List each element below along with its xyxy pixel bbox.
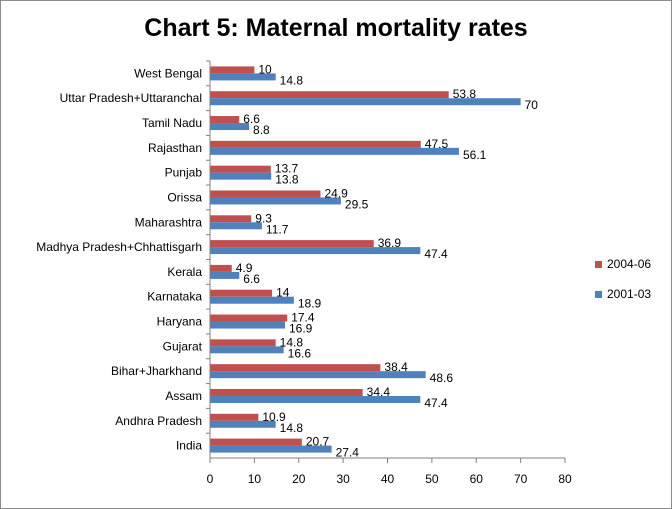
x-tick-label-60: 60: [470, 472, 484, 486]
data-label-kerala-2004-06: 4.9: [236, 261, 253, 275]
bar-karnataka-2001-03: [210, 296, 294, 304]
bar-tamil-nadu-2004-06: [210, 116, 240, 124]
data-label-andhra-pradesh-2004-06: 10.9: [262, 410, 286, 424]
data-label-tamil-nadu-2001-03: 8.8: [253, 123, 270, 137]
legend-item-2004-06: 2004-06: [595, 256, 651, 272]
category-label-haryana: Haryana: [157, 315, 203, 329]
data-label-india-2001-03: 27.4: [336, 446, 360, 460]
bar-west-bengal-2004-06: [210, 66, 255, 74]
bar-india-2001-03: [210, 445, 332, 453]
bar-madhya-pradesh-chhattisgarh-2001-03: [210, 247, 421, 255]
bar-orissa-2004-06: [210, 190, 321, 198]
data-label-west-bengal-2004-06: 10: [258, 62, 272, 76]
data-label-assam-2004-06: 34.4: [367, 385, 391, 399]
legend: 2004-06 2001-03: [595, 256, 651, 316]
bar-orissa-2001-03: [210, 197, 341, 205]
x-tick-label-20: 20: [292, 472, 306, 486]
bar-gujarat-2001-03: [210, 346, 284, 354]
data-label-bihar-jharkhand-2001-03: 48.6: [430, 371, 454, 385]
data-label-assam-2001-03: 47.4: [424, 396, 448, 410]
bar-west-bengal-2001-03: [210, 73, 276, 81]
data-label-maharashtra-2001-03: 11.7: [266, 222, 289, 236]
bar-bihar-jharkhand-2001-03: [210, 371, 426, 379]
category-label-madhya-pradesh-chhattisgarh: Madhya Pradesh+Chhattisgarh: [36, 240, 202, 254]
category-label-west-bengal: West Bengal: [134, 66, 202, 80]
x-tick-label-10: 10: [248, 472, 262, 486]
data-label-gujarat-2004-06: 14.8: [280, 335, 304, 349]
x-tick-label-0: 0: [207, 472, 214, 486]
bar-andhra-pradesh-2001-03: [210, 420, 276, 428]
bar-punjab-2004-06: [210, 165, 271, 173]
category-label-assam: Assam: [165, 389, 202, 403]
bar-kerala-2004-06: [210, 264, 232, 272]
data-label-haryana-2001-03: 16.9: [289, 322, 313, 336]
bar-uttar-pradesh-uttaranchal-2004-06: [210, 91, 449, 99]
category-label-punjab: Punjab: [165, 166, 203, 180]
bar-andhra-pradesh-2004-06: [210, 413, 259, 421]
category-label-orissa: Orissa: [167, 190, 202, 204]
category-label-maharashtra: Maharashtra: [135, 215, 203, 229]
bar-maharashtra-2001-03: [210, 222, 262, 230]
bar-maharashtra-2004-06: [210, 215, 252, 223]
data-label-orissa-2001-03: 29.5: [345, 197, 369, 211]
bar-bihar-jharkhand-2004-06: [210, 364, 381, 372]
legend-swatch-2004-06: [595, 260, 602, 268]
data-label-karnataka-2001-03: 18.9: [298, 297, 322, 311]
x-tick-label-80: 80: [558, 472, 572, 486]
legend-label-2001-03: 2001-03: [607, 287, 652, 301]
data-label-rajasthan-2001-03: 56.1: [463, 148, 487, 162]
x-tick-label-40: 40: [381, 472, 395, 486]
data-label-kerala-2001-03: 6.6: [243, 272, 260, 286]
category-label-uttar-pradesh-uttaranchal: Uttar Pradesh+Uttaranchal: [60, 91, 202, 105]
bar-gujarat-2004-06: [210, 339, 276, 347]
x-tick-label-50: 50: [425, 472, 439, 486]
bar-assam-2004-06: [210, 388, 363, 396]
data-label-rajasthan-2004-06: 47.5: [425, 137, 449, 151]
category-label-india: India: [176, 439, 202, 453]
data-label-india-2004-06: 20.7: [306, 435, 330, 449]
category-label-kerala: Kerala: [167, 265, 202, 279]
category-label-bihar-jharkhand: Bihar+Jharkhand: [111, 364, 202, 378]
bar-karnataka-2004-06: [210, 289, 273, 297]
data-label-punjab-2001-03: 13.8: [275, 173, 299, 187]
data-label-madhya-pradesh-chhattisgarh-2004-06: 36.9: [378, 236, 402, 250]
data-label-uttar-pradesh-uttaranchal-2001-03: 70: [525, 98, 539, 112]
bar-uttar-pradesh-uttaranchal-2001-03: [210, 98, 521, 106]
category-label-tamil-nadu: Tamil Nadu: [142, 116, 202, 130]
data-label-tamil-nadu-2004-06: 6.6: [243, 112, 260, 126]
data-label-orissa-2004-06: 24.9: [324, 186, 348, 200]
bar-india-2004-06: [210, 438, 302, 446]
data-label-madhya-pradesh-chhattisgarh-2001-03: 47.4: [424, 247, 448, 261]
bar-tamil-nadu-2001-03: [210, 123, 250, 131]
category-label-karnataka: Karnataka: [147, 290, 202, 304]
bar-rajasthan-2001-03: [210, 147, 459, 155]
x-tick-label-30: 30: [336, 472, 350, 486]
bar-assam-2001-03: [210, 395, 421, 403]
data-label-west-bengal-2001-03: 14.8: [280, 73, 304, 87]
data-label-uttar-pradesh-uttaranchal-2004-06: 53.8: [453, 87, 477, 101]
legend-item-2001-03: 2001-03: [595, 286, 651, 302]
x-tick-label-70: 70: [514, 472, 528, 486]
bar-punjab-2001-03: [210, 172, 272, 180]
bar-kerala-2001-03: [210, 271, 240, 279]
bar-haryana-2004-06: [210, 314, 288, 322]
data-label-bihar-jharkhand-2004-06: 38.4: [384, 360, 408, 374]
data-label-maharashtra-2004-06: 9.3: [255, 211, 272, 225]
data-label-andhra-pradesh-2001-03: 14.8: [280, 421, 304, 435]
data-label-gujarat-2001-03: 16.6: [288, 346, 312, 360]
legend-label-2004-06: 2004-06: [607, 257, 652, 271]
category-label-rajasthan: Rajasthan: [148, 141, 202, 155]
bar-madhya-pradesh-chhattisgarh-2004-06: [210, 240, 374, 248]
category-label-andhra-pradesh: Andhra Pradesh: [115, 414, 202, 428]
data-label-karnataka-2004-06: 14: [276, 286, 290, 300]
category-label-gujarat: Gujarat: [163, 339, 203, 353]
bar-haryana-2001-03: [210, 321, 285, 329]
bar-rajasthan-2004-06: [210, 140, 421, 148]
legend-swatch-2001-03: [595, 290, 602, 298]
data-label-punjab-2004-06: 13.7: [275, 162, 299, 176]
data-label-haryana-2004-06: 17.4: [291, 311, 315, 325]
chart-title: Chart 5: Maternal mortality rates: [144, 14, 528, 42]
